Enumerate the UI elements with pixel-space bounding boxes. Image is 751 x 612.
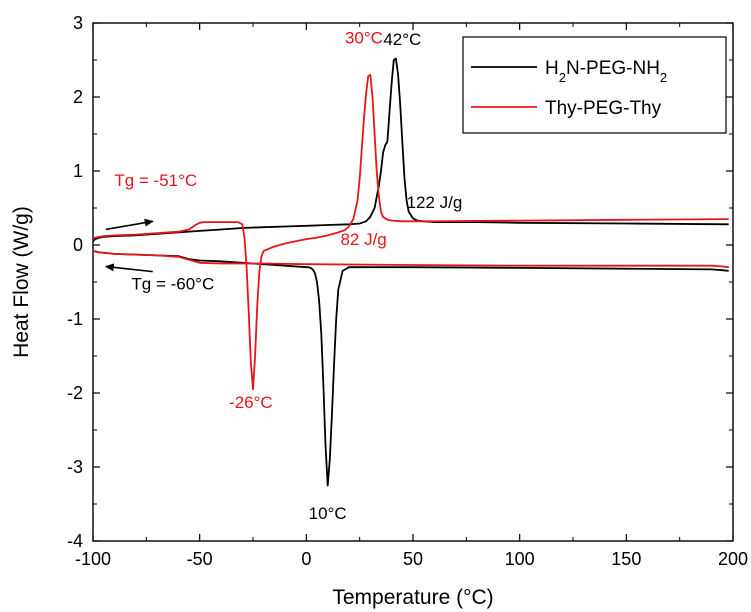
direction-arrow (104, 263, 153, 273)
annotation-label: 82 J/g (340, 230, 386, 249)
direction-arrow (105, 218, 154, 231)
x-tick-label: 50 (403, 549, 423, 569)
annotation-label: -26°C (229, 393, 273, 412)
y-axis-title: Heat Flow (W/g) (10, 206, 33, 358)
x-tick-label: -100 (75, 549, 111, 569)
series-line-thy-peg-thy-cooling (93, 250, 729, 269)
series-layer (93, 57, 729, 487)
x-tick-label: 200 (718, 549, 748, 569)
y-tick-label: 3 (73, 13, 83, 33)
y-tick-label: -3 (67, 457, 83, 477)
annotations: 42°C30°C 122 J/g 82 J/g Tg = -51°C Tg = -60°… (104, 29, 463, 523)
y-tick-label: -1 (67, 309, 83, 329)
y-tick-label: 0 (73, 235, 83, 255)
x-tick-label: 100 (505, 549, 535, 569)
annotation-label: 42°C (383, 30, 421, 49)
y-tick-label: 2 (73, 87, 83, 107)
annotation-label: 122 J/g (407, 193, 463, 212)
legend-text-run: H (545, 58, 559, 79)
axis-ticks (92, 22, 734, 542)
series-line-thy-peg-thy-heating (93, 73, 729, 391)
legend-subscript: 2 (660, 70, 667, 85)
axis-tick-labels: -100 -50 0 50 100 150 200 -4 -3 -2 -1 0 1 2 3 (67, 13, 748, 569)
y-tick-label: -2 (67, 383, 83, 403)
legend-subscript: 2 (559, 70, 566, 85)
x-tick-label: 150 (611, 549, 641, 569)
annotation-label: 10°C (309, 504, 347, 523)
legend-text-run: N-PEG-NH (566, 58, 660, 79)
annotation-label: Tg = -51°C (114, 171, 197, 190)
x-axis-title: Temperature (°C) (332, 586, 493, 609)
y-tick-label: -4 (67, 531, 83, 551)
y-tick-label: 1 (73, 161, 83, 181)
legend-box (462, 36, 727, 134)
annotation-label: 30°C (345, 29, 383, 48)
series-line-h2n-peg-nh2-heating (93, 57, 729, 242)
legend-label: Thy-PEG-Thy (545, 98, 662, 119)
x-tick-label: -50 (187, 549, 213, 569)
legend-text-run: Thy-PEG-Thy (545, 98, 662, 119)
legend-label: H2N-PEG-NH2 (545, 58, 667, 85)
x-tick-label: 0 (301, 549, 311, 569)
annotation-label: Tg = -60°C (131, 274, 214, 293)
